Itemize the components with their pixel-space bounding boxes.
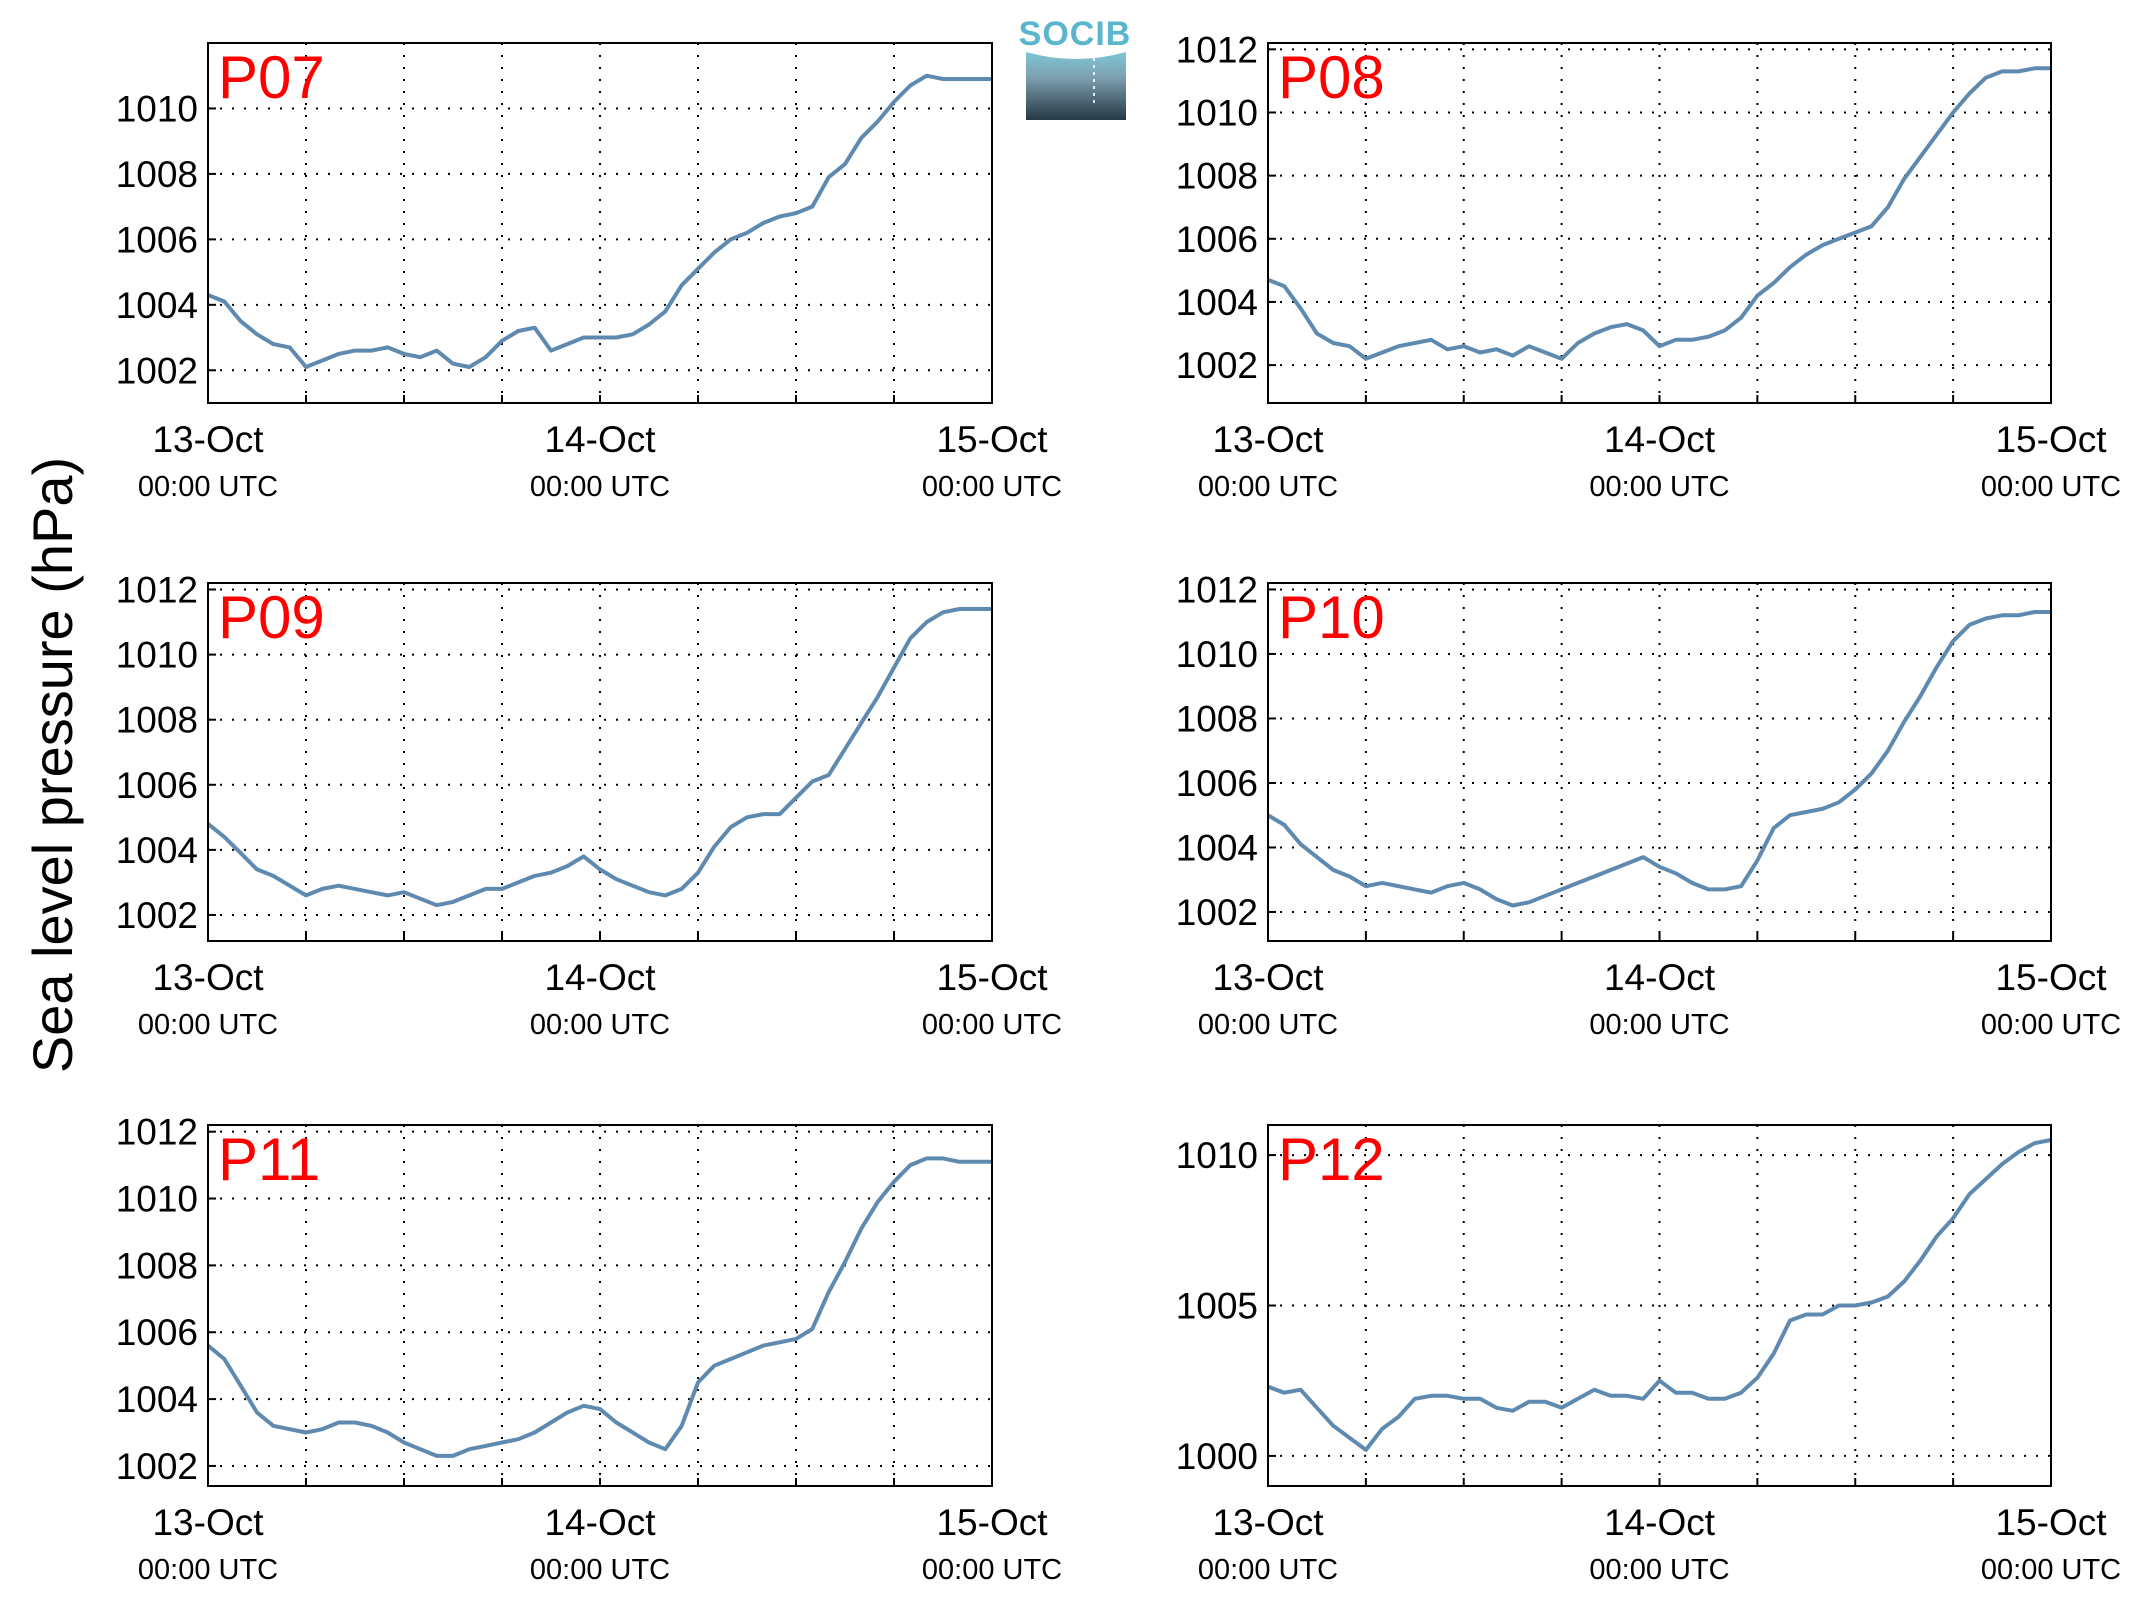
y-tick-label: 1004 xyxy=(1176,282,1258,323)
y-tick-label: 1006 xyxy=(1176,763,1258,804)
x-tick-label-date: 15-Oct xyxy=(1995,1502,2107,1543)
socib-logo-wave xyxy=(1026,52,1126,120)
x-tick-label-time: 00:00 UTC xyxy=(1198,471,1338,503)
panel-label: P12 xyxy=(1278,1126,1385,1193)
pressure-series-line xyxy=(1267,66,2051,361)
x-tick-label-time: 00:00 UTC xyxy=(530,1009,670,1041)
panel-label: P07 xyxy=(218,44,325,111)
x-tick-label-date: 15-Oct xyxy=(936,1502,1048,1543)
pressure-series-line xyxy=(207,73,992,369)
pressure-series-line xyxy=(1267,1138,2052,1452)
x-tick-label-time: 00:00 UTC xyxy=(1589,1554,1729,1586)
plot-frame xyxy=(1267,42,2052,404)
x-tick-label-time: 00:00 UTC xyxy=(530,471,670,503)
y-tick-label: 1012 xyxy=(1176,569,1258,610)
pressure-series-line xyxy=(206,1156,992,1458)
y-tick-label: 1008 xyxy=(1176,698,1258,739)
x-tick-label-date: 13-Oct xyxy=(152,1502,264,1543)
y-tick-label: 1010 xyxy=(116,635,198,676)
y-tick-label: 1008 xyxy=(116,154,198,195)
x-tick-label-time: 00:00 UTC xyxy=(922,471,1062,503)
plot-frame xyxy=(207,582,993,942)
y-tick-label: 1006 xyxy=(116,219,198,260)
chart-panel-p07: 1002 1004 1006 1008 1010 13-Oct 00:00 UTC 14-Oc… xyxy=(116,42,1062,503)
y-tick-label: 1008 xyxy=(116,1245,198,1286)
y-tick-label: 1004 xyxy=(116,285,198,326)
chart-panel-p10: 1002 1004 1006 1008 1010 1012 13-Oct 00:00 UTC 1… xyxy=(1176,569,2121,1041)
x-tick-label-date: 13-Oct xyxy=(1212,957,1324,998)
pressure-series-line xyxy=(1266,610,2051,908)
x-tick-label-time: 00:00 UTC xyxy=(1981,1554,2121,1586)
y-tick-label: 1006 xyxy=(116,765,198,806)
y-tick-label: 1010 xyxy=(116,88,198,129)
y-tick-label: 1006 xyxy=(116,1312,198,1353)
x-tick-label-time: 00:00 UTC xyxy=(1198,1554,1338,1586)
chart-panels: 1002 1004 1006 1008 1010 13-Oct 00:00 UTC 14-Oc… xyxy=(116,29,2121,1586)
socib-logo: SOCIB xyxy=(1019,15,1132,120)
x-tick-label-time: 00:00 UTC xyxy=(1589,1009,1729,1041)
y-tick-label: 1002 xyxy=(1176,892,1258,933)
y-tick-label: 1002 xyxy=(116,895,198,936)
y-tick-label: 1006 xyxy=(1176,219,1258,260)
y-tick-label: 1008 xyxy=(1176,156,1258,197)
x-tick-label-date: 13-Oct xyxy=(152,419,264,460)
chart-panel-p09: 1002 1004 1006 1008 1010 1012 13-Oct 00:00 UTC 1… xyxy=(116,570,1062,1041)
pressure-series-line xyxy=(206,607,992,908)
y-tick-label: 1010 xyxy=(1176,1135,1258,1176)
x-tick-label-time: 00:00 UTC xyxy=(1589,471,1729,503)
x-tick-label-date: 15-Oct xyxy=(1995,957,2107,998)
panel-label: P11 xyxy=(218,1126,320,1193)
x-tick-label-time: 00:00 UTC xyxy=(922,1009,1062,1041)
y-tick-label: 1012 xyxy=(116,1112,198,1153)
plot-frame xyxy=(207,42,993,404)
x-tick-label-date: 15-Oct xyxy=(936,419,1048,460)
chart-panel-p08: 1002 1004 1006 1008 1010 1012 13-Oct 00:00 UTC 1… xyxy=(1176,29,2121,503)
x-tick-label-date: 13-Oct xyxy=(1212,419,1324,460)
x-tick-label-time: 00:00 UTC xyxy=(1981,1009,2121,1041)
x-tick-label-time: 00:00 UTC xyxy=(1981,471,2121,503)
x-tick-label-date: 15-Oct xyxy=(1995,419,2107,460)
x-tick-label-date: 15-Oct xyxy=(936,957,1048,998)
plot-frame xyxy=(207,1124,993,1487)
chart-panel-p12: 1000 1005 1010 13-Oct 00:00 UTC 14-Oct 00:00 U… xyxy=(1176,1124,2121,1586)
x-tick-label-time: 00:00 UTC xyxy=(138,1554,278,1586)
x-tick-label-time: 00:00 UTC xyxy=(530,1554,670,1586)
x-tick-label-date: 14-Oct xyxy=(1604,419,1716,460)
x-tick-label-date: 14-Oct xyxy=(544,1502,656,1543)
panel-label: P08 xyxy=(1278,44,1385,111)
socib-logo-text: SOCIB xyxy=(1019,15,1132,53)
plot-frame xyxy=(1267,1124,2052,1487)
y-tick-label: 1002 xyxy=(1176,345,1258,386)
y-tick-label: 1000 xyxy=(1176,1436,1258,1477)
y-axis-label: Sea level pressure (hPa) xyxy=(21,457,84,1073)
y-tick-label: 1002 xyxy=(116,1446,198,1487)
y-tick-label: 1010 xyxy=(1176,634,1258,675)
x-tick-label-time: 00:00 UTC xyxy=(1198,1009,1338,1041)
x-tick-label-time: 00:00 UTC xyxy=(138,1009,278,1041)
y-tick-label: 1004 xyxy=(116,830,198,871)
y-tick-label: 1010 xyxy=(116,1179,198,1220)
chart-panel-p11: 1002 1004 1006 1008 1010 1012 13-Oct 00:00 UTC 1… xyxy=(116,1112,1062,1586)
plot-frame xyxy=(1267,582,2052,942)
y-tick-label: 1008 xyxy=(116,700,198,741)
x-tick-label-time: 00:00 UTC xyxy=(922,1554,1062,1586)
panel-label: P09 xyxy=(218,584,325,651)
x-tick-label-date: 13-Oct xyxy=(1212,1502,1324,1543)
x-tick-label-date: 14-Oct xyxy=(544,957,656,998)
panel-label: P10 xyxy=(1278,584,1385,651)
y-tick-label: 1012 xyxy=(1176,29,1258,70)
x-tick-label-time: 00:00 UTC xyxy=(138,471,278,503)
x-tick-label-date: 13-Oct xyxy=(152,957,264,998)
x-tick-label-date: 14-Oct xyxy=(1604,957,1716,998)
x-tick-label-date: 14-Oct xyxy=(1604,1502,1716,1543)
y-tick-label: 1010 xyxy=(1176,92,1258,133)
y-tick-label: 1002 xyxy=(116,350,198,391)
y-tick-label: 1005 xyxy=(1176,1286,1258,1327)
y-tick-label: 1012 xyxy=(116,570,198,611)
y-tick-label: 1004 xyxy=(116,1379,198,1420)
x-tick-label-date: 14-Oct xyxy=(544,419,656,460)
y-tick-label: 1004 xyxy=(1176,827,1258,868)
